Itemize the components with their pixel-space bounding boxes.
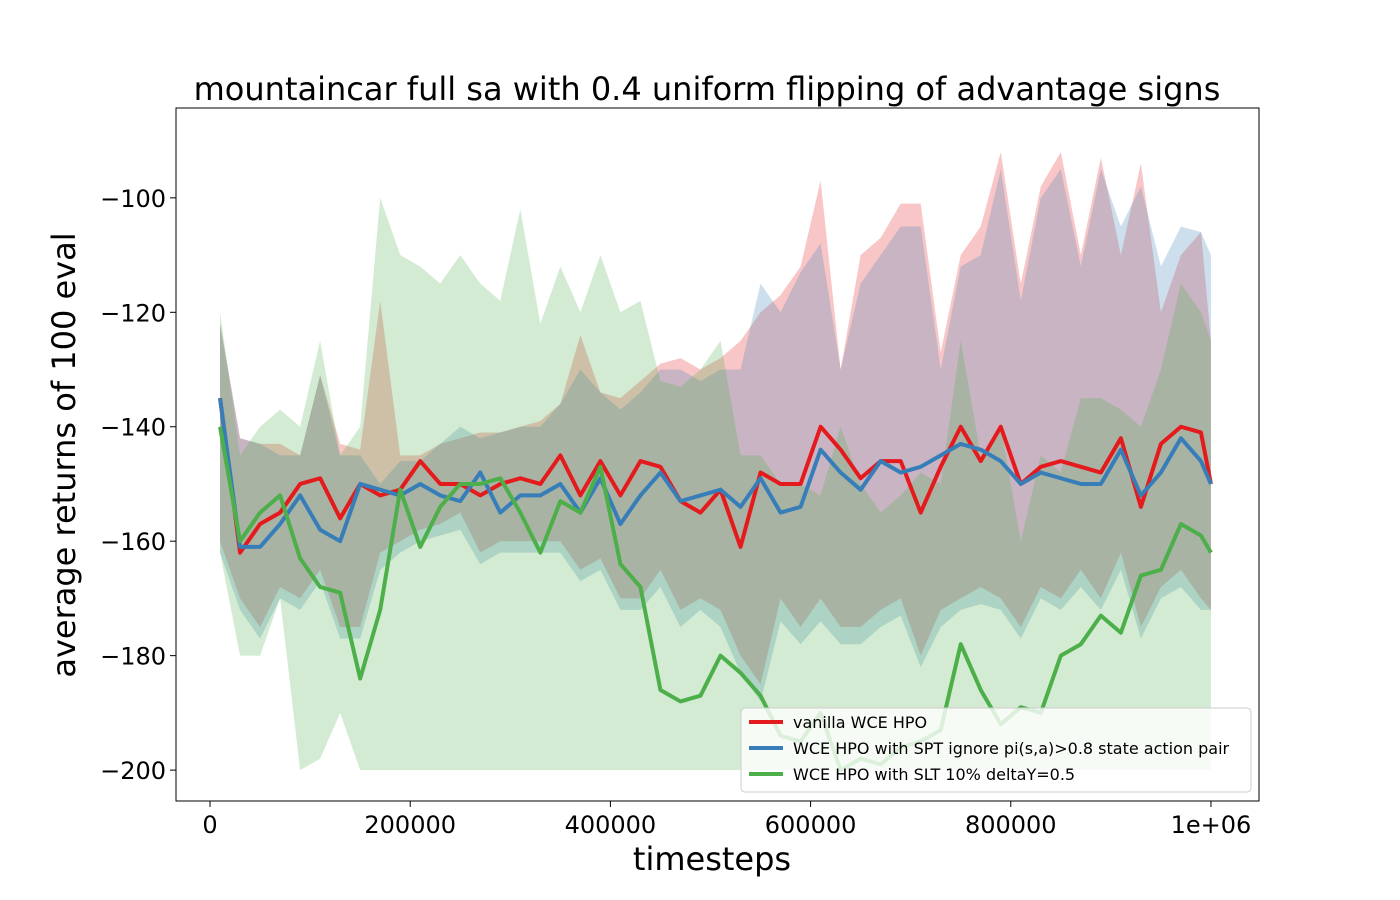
- x-tick-label: 600000: [765, 811, 857, 839]
- legend-label: WCE HPO with SLT 10% deltaY=0.5: [793, 765, 1075, 784]
- x-tick-label: 200000: [364, 811, 456, 839]
- y-tick-label: −200: [100, 757, 166, 785]
- x-axis-label: timesteps: [633, 840, 791, 878]
- y-tick-label: −180: [100, 643, 166, 671]
- x-tick-label: 1e+06: [1171, 811, 1252, 839]
- legend-box: [740, 707, 1252, 793]
- band: [220, 169, 1211, 702]
- y-tick-label: −120: [100, 299, 166, 327]
- legend-label: vanilla WCE HPO: [793, 713, 927, 732]
- y-axis-label: average returns of 100 eval: [45, 232, 83, 677]
- x-tick-label: 400000: [565, 811, 657, 839]
- plot-area: [218, 152, 1213, 773]
- legend-label: WCE HPO with SPT ignore pi(s,a)>0.8 stat…: [793, 739, 1230, 758]
- band: [220, 152, 1211, 685]
- line: [218, 426, 1213, 773]
- y-tick-label: −140: [100, 414, 166, 442]
- x-tick-label: 0: [202, 811, 217, 839]
- y-tick-label: −100: [100, 185, 166, 213]
- x-tick-label: 800000: [965, 811, 1057, 839]
- band: [220, 197, 1211, 771]
- line: [218, 397, 1213, 549]
- axes-frame: [175, 107, 1260, 802]
- y-tick-label: −160: [100, 528, 166, 556]
- legend: vanilla WCE HPO WCE HPO with SPT ignore p…: [740, 707, 1252, 793]
- chart-title: mountaincar full sa with 0.4 uniform fli…: [194, 70, 1221, 108]
